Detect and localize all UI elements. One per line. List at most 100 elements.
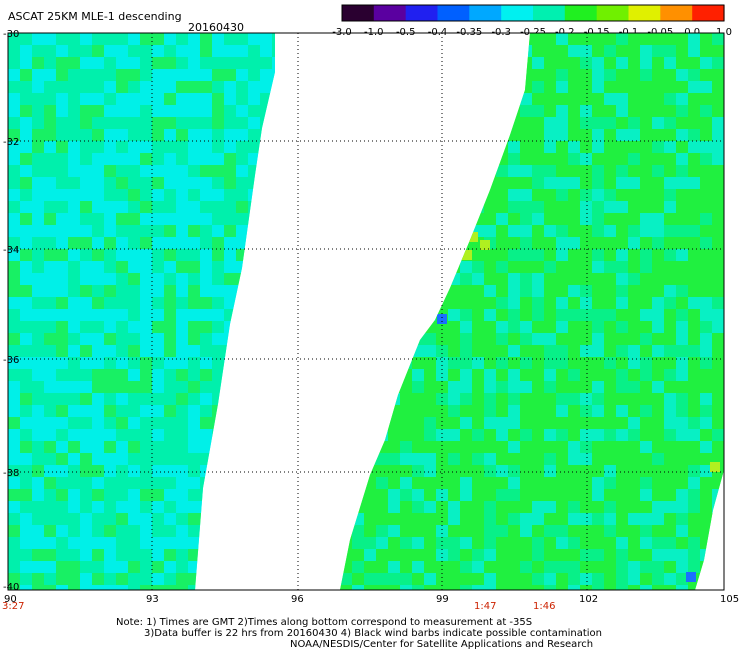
swath-cell xyxy=(236,213,248,225)
swath-cell xyxy=(104,489,116,501)
swath-cell xyxy=(628,177,640,189)
swath-cell xyxy=(412,369,424,381)
swath-cell xyxy=(128,57,140,69)
swath-cell xyxy=(8,549,20,561)
swath-cell xyxy=(664,165,676,177)
swath-cell xyxy=(472,45,484,57)
swath-cell xyxy=(676,585,688,590)
swath-cell xyxy=(188,369,200,381)
swath-cell xyxy=(532,357,544,369)
swath-cell xyxy=(352,201,364,213)
swath-cell xyxy=(44,573,56,585)
swath-cell xyxy=(364,381,376,393)
swath-cell xyxy=(424,69,436,81)
swath-cell xyxy=(56,45,68,57)
swath-cell xyxy=(32,237,44,249)
swath-cell xyxy=(104,141,116,153)
swath-cell xyxy=(508,477,520,489)
swath-cell xyxy=(260,429,272,441)
swath-cell xyxy=(376,513,388,525)
swath-cell xyxy=(652,345,664,357)
swath-cell xyxy=(140,441,152,453)
swath-cell xyxy=(224,405,236,417)
swath-cell xyxy=(568,105,580,117)
swath-cell xyxy=(652,177,664,189)
swath-cell-accent xyxy=(686,572,696,582)
swath-cell xyxy=(340,477,352,489)
swath-cell xyxy=(272,393,275,405)
swath-cell xyxy=(364,57,376,69)
swath-cell xyxy=(188,117,200,129)
swath-cell xyxy=(496,357,508,369)
swath-cell xyxy=(628,93,640,105)
swath-cell xyxy=(460,189,472,201)
swath-cell xyxy=(152,237,164,249)
swath-cell xyxy=(592,417,604,429)
swath-cell xyxy=(212,177,224,189)
swath-cell xyxy=(68,549,80,561)
swath-cell xyxy=(376,585,388,590)
swath-cell xyxy=(200,57,212,69)
swath-cell xyxy=(176,45,188,57)
swath-cell xyxy=(688,321,700,333)
swath-cell xyxy=(484,465,496,477)
swath-cell xyxy=(176,57,188,69)
swath-cell xyxy=(568,429,580,441)
swath-cell xyxy=(340,321,352,333)
swath-cell xyxy=(616,117,628,129)
swath-cell xyxy=(460,537,472,549)
swath-cell xyxy=(340,285,352,297)
swath-cell xyxy=(116,345,128,357)
swath-cell xyxy=(236,453,248,465)
swath-cell xyxy=(164,549,176,561)
swath-cell xyxy=(652,501,664,513)
swath-cell xyxy=(532,285,544,297)
swath-cell xyxy=(724,225,736,237)
swath-cell xyxy=(260,537,272,549)
swath-cell xyxy=(152,417,164,429)
swath-cell xyxy=(580,141,592,153)
swath-cell xyxy=(340,381,352,393)
swath-cell xyxy=(460,273,472,285)
swath-cell xyxy=(724,261,736,273)
swath-cell xyxy=(104,333,116,345)
swath-cell xyxy=(640,81,652,93)
swath-cell xyxy=(532,237,544,249)
swath-cell xyxy=(140,201,152,213)
swath-cell xyxy=(412,417,424,429)
swath-cell xyxy=(628,69,640,81)
swath-cell xyxy=(484,405,496,417)
swath-cell xyxy=(248,441,260,453)
swath-cell xyxy=(676,381,688,393)
swath-cell xyxy=(484,57,496,69)
swath-cell xyxy=(116,225,128,237)
swath-cell xyxy=(340,93,352,105)
swath-cell xyxy=(700,237,712,249)
swath-cell xyxy=(32,441,44,453)
swath-cell xyxy=(236,69,248,81)
swath-cell xyxy=(188,441,200,453)
swath-cell xyxy=(200,33,212,45)
swath-cell xyxy=(376,405,388,417)
swath-cell xyxy=(44,45,56,57)
swath-cell xyxy=(472,369,484,381)
swath-cell xyxy=(8,69,20,81)
swath-cell xyxy=(44,309,56,321)
swath-cell xyxy=(400,57,412,69)
swath-cell xyxy=(496,225,508,237)
swath-cell xyxy=(32,261,44,273)
swath-cell xyxy=(400,585,412,590)
swath-cell xyxy=(188,321,200,333)
swath-cell xyxy=(248,117,260,129)
swath-cell xyxy=(224,105,236,117)
swath-cell xyxy=(248,201,260,213)
swath-cell xyxy=(200,177,212,189)
swath-cell xyxy=(352,393,364,405)
swath-cell xyxy=(712,333,724,345)
swath-cell xyxy=(44,501,56,513)
swath-cell xyxy=(188,453,200,465)
swath-cell xyxy=(164,465,176,477)
swath-cell xyxy=(376,81,388,93)
swath-cell xyxy=(544,57,556,69)
swath-cell xyxy=(592,513,604,525)
